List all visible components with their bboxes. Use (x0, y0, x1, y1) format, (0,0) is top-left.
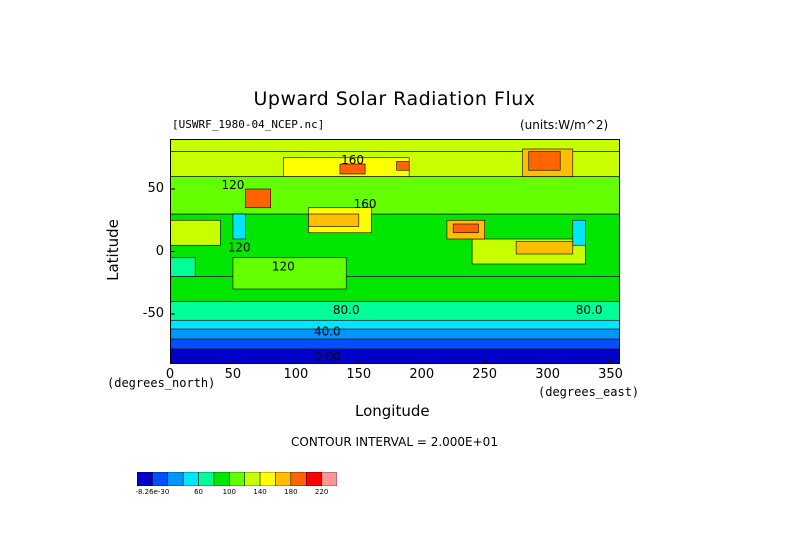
units-label: (units:W/m^2) (520, 118, 609, 132)
x-tick-label-2: 100 (283, 367, 309, 382)
heatmap-region-1 (170, 338, 620, 350)
x-tick-label-7: 350 (598, 367, 623, 382)
heatmap-region-19 (528, 151, 561, 171)
x-unit-label: (degrees_east) (538, 385, 640, 399)
chart-title: Upward Solar Radiation Flux (253, 88, 536, 110)
contour-interval-note: CONTOUR INTERVAL = 2.000E+01 (291, 435, 498, 449)
heatmap-region-16 (452, 223, 479, 234)
colorbar-swatch-7 (244, 472, 261, 486)
x-tick-label-1: 50 (224, 367, 242, 382)
x-tick-label-4: 200 (409, 367, 435, 382)
contour-label-0: 160 (341, 153, 364, 167)
heatmap-region-7 (170, 176, 620, 215)
dataset-filename: [USWRF_1980-04_NCEP.nc] (172, 118, 325, 131)
heatmap-region-9 (170, 139, 620, 152)
contour-label-2: 160 (354, 197, 377, 211)
colorbar-swatch-10 (290, 472, 307, 486)
colorbar-label-0: -8.26e-30 (135, 488, 170, 496)
heatmap-region-10 (170, 219, 221, 246)
colorbar-swatch-0 (137, 472, 153, 486)
colorbar-swatch-11 (305, 472, 322, 486)
x-tick-label-6: 300 (535, 367, 561, 382)
heatmap-region-23 (245, 188, 271, 209)
colorbar-swatch-6 (229, 472, 245, 486)
colorbar-swatch-3 (182, 472, 199, 486)
colorbar-label-1: 60 (194, 488, 203, 496)
colorbar-swatch-5 (213, 472, 230, 486)
x-axis-label: Longitude (355, 402, 430, 420)
x-tick-label-0: 0 (165, 367, 175, 382)
colorbar-label-4: 180 (284, 488, 298, 496)
colorbar-label-3: 140 (253, 488, 267, 496)
heatmap-region-22 (396, 161, 410, 171)
colorbar-swatch-12 (321, 472, 337, 486)
colorbar-label-2: 100 (222, 488, 236, 496)
colorbar-swatch-8 (259, 472, 276, 486)
colorbar-swatch-4 (198, 472, 215, 486)
contour-label-6: 80.0 (576, 303, 603, 317)
x-tick-label-3: 150 (346, 367, 372, 382)
heatmap-plot: 160 120 160 120 120 80.0 80.0 40.0 0.00 (170, 139, 620, 364)
heatmap-region-17 (515, 241, 574, 255)
colorbar-label-5: 220 (314, 488, 329, 496)
colorbar-swatch-2 (167, 472, 184, 486)
heatmap-region-0 (170, 348, 620, 364)
heatmap-region-14 (308, 213, 360, 227)
colorbar (137, 472, 337, 486)
colorbar-swatch-1 (152, 472, 169, 486)
contour-label-4: 120 (272, 259, 295, 273)
contour-label-3: 120 (228, 241, 251, 255)
heatmap-region-2 (170, 328, 620, 340)
contour-label-5: 80.0 (333, 303, 360, 317)
y-tick-label-0: -50 (142, 306, 164, 321)
contour-label-8: 0.00 (314, 349, 341, 363)
heatmap-region-24 (232, 213, 246, 240)
contour-label-7: 40.0 (314, 324, 341, 338)
colorbar-swatch-9 (275, 472, 292, 486)
heatmap-region-25 (572, 219, 586, 246)
y-tick-label-1: 0 (155, 243, 164, 259)
heatmap-region-3 (170, 319, 620, 330)
heatmap-region-21 (339, 163, 366, 175)
heatmap-region-26 (170, 257, 196, 277)
heatmap-region-4 (170, 301, 620, 321)
y-unit-label: (degrees_north) (107, 376, 216, 390)
heatmap-region-12 (232, 257, 347, 290)
x-tick-label-5: 250 (472, 367, 498, 382)
y-axis-label: Latitude (104, 219, 122, 281)
contour-label-1: 120 (221, 178, 244, 192)
y-tick-label-2: 50 (147, 181, 164, 196)
